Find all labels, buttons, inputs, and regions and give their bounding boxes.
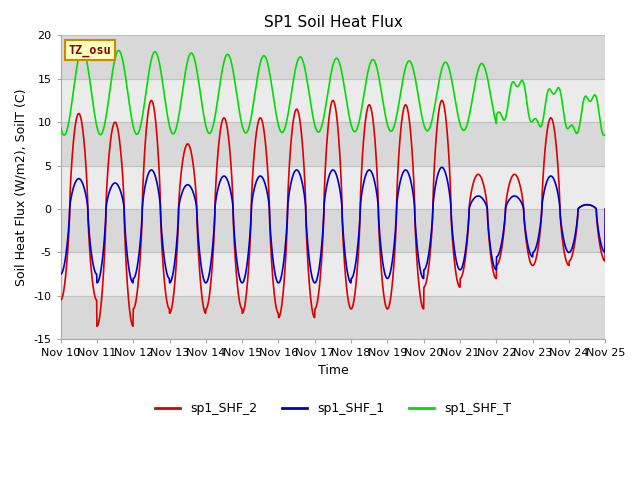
Bar <box>61 209 605 252</box>
Bar <box>61 166 605 209</box>
Bar <box>61 122 605 166</box>
X-axis label: Time: Time <box>317 364 348 377</box>
Bar <box>61 296 605 339</box>
Text: TZ_osu: TZ_osu <box>68 44 111 57</box>
Bar <box>61 36 605 79</box>
Legend: sp1_SHF_2, sp1_SHF_1, sp1_SHF_T: sp1_SHF_2, sp1_SHF_1, sp1_SHF_T <box>150 397 516 420</box>
Bar <box>61 252 605 296</box>
Bar <box>61 79 605 122</box>
Y-axis label: Soil Heat Flux (W/m2), SoilT (C): Soil Heat Flux (W/m2), SoilT (C) <box>15 89 28 286</box>
Title: SP1 Soil Heat Flux: SP1 Soil Heat Flux <box>264 15 403 30</box>
